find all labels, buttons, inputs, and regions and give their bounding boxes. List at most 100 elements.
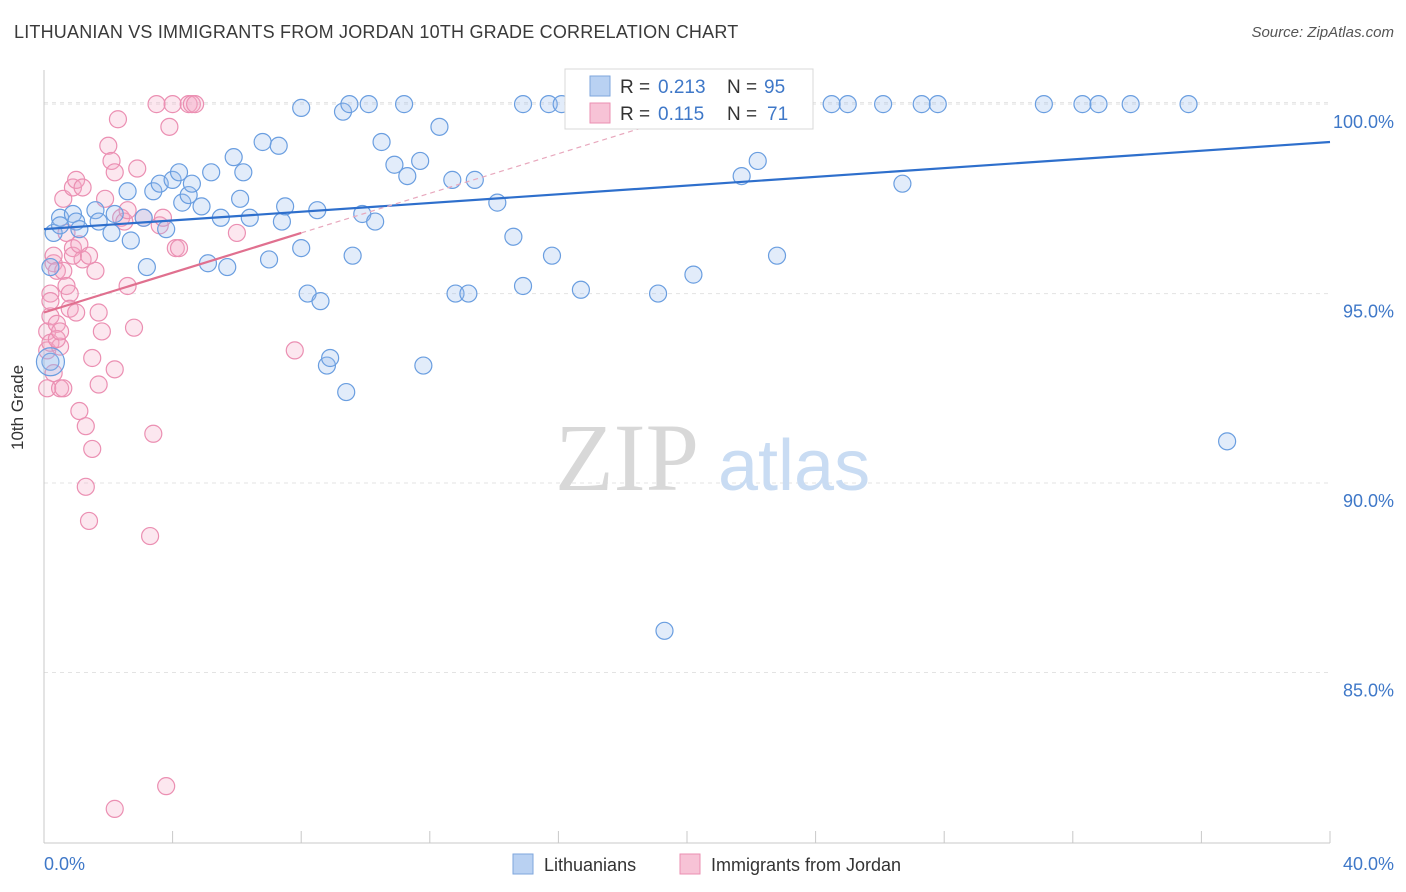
data-point-lithuanians xyxy=(430,117,449,136)
data-point-lithuanians xyxy=(1121,95,1140,114)
data-point-jordan xyxy=(163,95,182,114)
data-point-lithuanians xyxy=(513,276,533,296)
data-point-lithuanians xyxy=(459,284,478,303)
data-point-lithuanians xyxy=(874,95,893,114)
data-point-lithuanians xyxy=(414,356,433,375)
data-point-jordan xyxy=(63,246,83,265)
bottom-legend-swatch-lithuanians xyxy=(512,853,534,875)
data-point-jordan xyxy=(44,364,63,383)
data-point-lithuanians xyxy=(272,212,292,231)
data-point-lithuanians xyxy=(385,155,404,174)
source-label: Source: ZipAtlas.com xyxy=(1251,24,1394,41)
data-point-lithuanians xyxy=(198,254,218,273)
data-point-lithuanians xyxy=(259,250,279,269)
data-point-jordan xyxy=(108,110,128,129)
data-point-jordan xyxy=(83,439,102,459)
data-point-jordan xyxy=(124,318,144,337)
legend-r-value-1: 0.213 xyxy=(658,77,706,98)
data-point-jordan xyxy=(76,477,95,496)
data-point-lithuanians xyxy=(231,189,250,208)
data-point-jordan xyxy=(144,424,163,443)
trend-lines xyxy=(43,103,1331,314)
data-point-lithuanians xyxy=(337,382,356,402)
data-point-lithuanians xyxy=(411,151,430,171)
legend-r-label-1: R = xyxy=(620,77,650,98)
data-point-jordan xyxy=(79,246,99,265)
data-point-jordan xyxy=(76,417,95,436)
data-point-lithuanians xyxy=(684,265,703,284)
data-point-lithuanians xyxy=(343,246,362,265)
data-point-lithuanians xyxy=(542,246,562,265)
data-point-lithuanians xyxy=(240,208,259,227)
series-jordan-points xyxy=(38,95,304,818)
x-tick-label: 40.0% xyxy=(1343,854,1394,874)
data-point-jordan xyxy=(140,526,160,546)
data-point-lithuanians xyxy=(366,212,385,231)
data-point-jordan xyxy=(186,95,205,114)
data-point-jordan xyxy=(83,348,102,368)
watermark-atlas: atlas xyxy=(718,426,870,506)
data-point-lithuanians xyxy=(446,284,465,303)
data-point-lithuanians xyxy=(912,95,931,114)
data-point-lithuanians xyxy=(173,193,192,212)
data-point-jordan xyxy=(92,322,111,341)
data-point-lithuanians xyxy=(218,257,237,277)
data-point-jordan xyxy=(227,223,246,243)
data-point-jordan xyxy=(99,136,118,155)
y-tick-label: 85.0% xyxy=(1343,680,1394,700)
data-point-lithuanians xyxy=(340,95,359,114)
trend-line-jordan xyxy=(43,231,302,314)
chart-title: LITHUANIAN VS IMMIGRANTS FROM JORDAN 10T… xyxy=(14,22,739,42)
data-point-lithuanians xyxy=(333,102,353,121)
data-point-lithuanians xyxy=(41,257,60,277)
legend-r-value-2: 0.115 xyxy=(658,104,704,125)
data-point-jordan xyxy=(54,379,73,398)
data-point-jordan xyxy=(38,322,57,341)
data-point-lithuanians xyxy=(359,95,378,114)
data-point-lithuanians xyxy=(269,136,288,155)
legend-r-label-2: R = xyxy=(620,104,650,125)
data-point-jordan xyxy=(67,170,86,189)
series-lithuanians-points xyxy=(35,95,1237,640)
data-point-jordan xyxy=(86,261,105,280)
data-point-lithuanians xyxy=(838,95,857,114)
data-point-jordan xyxy=(41,292,60,311)
data-point-lithuanians xyxy=(1034,95,1053,114)
data-point-jordan xyxy=(169,238,189,258)
watermark-zip: ZIP xyxy=(555,404,699,511)
legend-swatch-lithuanians xyxy=(589,75,611,97)
data-point-jordan xyxy=(44,246,63,265)
data-point-jordan xyxy=(60,284,79,303)
data-point-jordan xyxy=(105,163,124,182)
data-point-lithuanians xyxy=(1179,95,1198,114)
data-point-jordan xyxy=(50,322,70,341)
data-point-lithuanians xyxy=(121,231,140,250)
data-point-jordan xyxy=(157,777,176,796)
data-point-lithuanians-cluster xyxy=(35,347,66,377)
legend-box: R = 0.213 N = 95 R = 0.115 N = 71 xyxy=(564,68,814,130)
y-tick-label: 90.0% xyxy=(1343,491,1394,511)
bottom-legend-jordan: Immigrants from Jordan xyxy=(711,855,901,875)
data-point-lithuanians xyxy=(748,151,767,171)
data-point-jordan xyxy=(160,117,179,136)
data-point-lithuanians xyxy=(253,132,272,152)
legend-n-value-1: 95 xyxy=(764,77,785,98)
data-point-jordan xyxy=(73,178,92,197)
data-point-jordan xyxy=(41,284,60,303)
axes: 85.0% 90.0% 95.0% 100.0% 0.0% 40.0% xyxy=(43,70,1394,874)
data-point-jordan xyxy=(102,151,121,171)
data-point-jordan xyxy=(89,375,108,394)
data-point-lithuanians xyxy=(822,95,841,114)
data-point-lithuanians xyxy=(157,220,176,239)
data-point-lithuanians xyxy=(137,257,156,277)
watermark: ZIP atlas xyxy=(555,404,870,511)
data-point-lithuanians xyxy=(118,182,137,201)
data-point-lithuanians xyxy=(179,185,198,205)
data-point-jordan xyxy=(89,303,108,322)
data-point-lithuanians xyxy=(234,163,253,182)
data-point-lithuanians xyxy=(311,292,330,311)
data-point-jordan xyxy=(115,212,134,231)
data-point-lithuanians xyxy=(504,227,523,246)
data-point-lithuanians xyxy=(202,163,221,182)
